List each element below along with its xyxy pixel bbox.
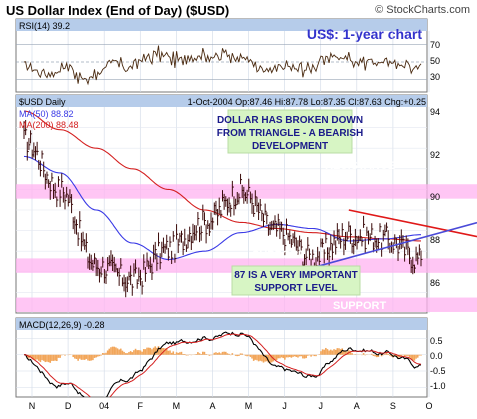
- triangle-upper-line: [348, 209, 477, 238]
- important-note: [231, 265, 361, 296]
- month-tick-label: D: [65, 401, 72, 411]
- price-tick-86: 86: [430, 278, 440, 288]
- month-tick-label: A: [354, 401, 360, 411]
- month-tick-label: O: [425, 401, 432, 411]
- month-tick-label: M: [245, 401, 253, 411]
- resistance-label: RESISTANCE: [325, 160, 395, 172]
- ohlc-readout: 1-Oct-2004 Op:87.46 Hi:87.78 Lo:87.35 Cl…: [188, 97, 426, 107]
- rsi-label: RSI(14) 39.2: [19, 21, 70, 31]
- watermark: © StockCharts.com: [375, 4, 470, 16]
- month-tick-label: F: [138, 401, 144, 411]
- breakdown-note: [227, 109, 353, 154]
- resistance-zone-extension: [427, 184, 477, 199]
- ma50-line: [23, 155, 421, 260]
- price-tick-88: 88: [430, 235, 440, 245]
- macd-tick-neg-0-5: -0.5: [430, 366, 446, 376]
- ma200-line: [23, 110, 421, 242]
- support-label-upper: SUPPORT: [252, 249, 305, 261]
- macd-tick-0-0: 0.0: [430, 351, 443, 361]
- month-tick-label: A: [209, 401, 215, 411]
- macd-header-bar: [16, 318, 427, 330]
- price-tick-92: 92: [430, 150, 440, 160]
- price-tick-90: 90: [430, 192, 440, 202]
- ma50-legend: MA(50) 88.82: [19, 109, 74, 119]
- resistance-zone: [16, 184, 427, 199]
- rsi-tick-50: 50: [430, 56, 440, 66]
- support-lower-zone-extension: [427, 297, 477, 312]
- breakdown-note-line-2: FROM TRIANGLE - A BEARISH: [217, 128, 363, 139]
- rsi-header-bar: [16, 19, 427, 31]
- macd-tick-neg-1-0: -1.0: [430, 381, 446, 391]
- price-header-bar: [16, 95, 427, 107]
- price-label: $USD Daily: [19, 97, 66, 107]
- month-tick-label: M: [173, 401, 181, 411]
- triangle-lower-line: [312, 221, 477, 269]
- support-upper-zone: [16, 258, 427, 273]
- month-tick-label: S: [390, 401, 396, 411]
- macd-label: MACD(12,26,9) -0.28: [19, 320, 105, 330]
- month-tick-label: 04: [99, 401, 109, 411]
- important-note-line-1: 87 IS A VERY IMPORTANT: [234, 270, 358, 281]
- chart-banner: US$: 1-year chart: [307, 26, 423, 42]
- macd-tick-0-5: 0.5: [430, 336, 443, 346]
- breakdown-note-line-1: DOLLAR HAS BROKEN DOWN: [217, 115, 363, 126]
- support-lower-zone: [16, 297, 427, 312]
- price-tick-94: 94: [430, 107, 440, 117]
- breakdown-note-line-3: DEVELOPMENT: [252, 141, 328, 152]
- rsi-tick-30: 30: [430, 72, 440, 82]
- support-upper-zone-extension: [427, 258, 477, 273]
- macd-signal-line: [24, 333, 422, 397]
- month-tick-label: J: [282, 401, 287, 411]
- important-note-line-2: SUPPORT LEVEL: [254, 283, 337, 294]
- support-label-lower: SUPPORT: [333, 300, 386, 312]
- rsi-tick-70: 70: [430, 40, 440, 50]
- rsi-line: [23, 45, 422, 86]
- month-tick-label: J: [318, 401, 323, 411]
- chart-title: US Dollar Index (End of Day) ($USD): [6, 3, 229, 18]
- month-tick-label: N: [29, 401, 36, 411]
- ma200-legend: MA(200) 88.48: [19, 120, 79, 130]
